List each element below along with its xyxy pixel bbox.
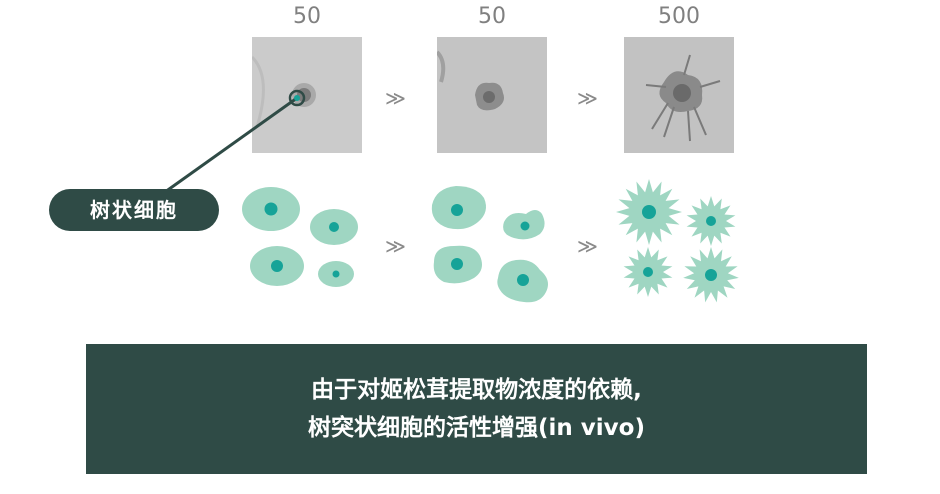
caption-line-2: 树突状细胞的活性增强(in vivo): [308, 415, 645, 441]
cell-nucleus: [271, 260, 283, 272]
arrow-icon: ≫: [385, 234, 406, 258]
cell-nucleus: [264, 202, 278, 216]
dendritic-cell-label: 树状细胞: [49, 189, 219, 231]
cell-nucleus: [451, 258, 463, 270]
cell-nucleus: [520, 221, 530, 231]
arrow-icon: ≫: [577, 234, 598, 258]
cell-nucleus: [705, 269, 717, 281]
cell-nucleus: [332, 270, 340, 278]
cell-nucleus: [643, 267, 653, 277]
concentration-label-1: 50: [293, 4, 321, 29]
cell-nucleus: [517, 274, 529, 286]
arrow-icon: ≫: [577, 86, 598, 110]
caption-box: 由于对姬松茸提取物浓度的依赖, 树突状细胞的活性增强(in vivo): [86, 344, 867, 474]
cell-nucleus: [706, 216, 716, 226]
cell-group-dendritic: [616, 179, 739, 303]
cell-nucleus: [642, 205, 656, 219]
micrograph-2: [437, 37, 547, 153]
micrograph-3: [624, 37, 734, 153]
concentration-label-2: 50: [478, 4, 506, 29]
cell-group-irregular: [431, 186, 548, 303]
cell-nucleus: [329, 222, 339, 232]
cell-group-resting: [242, 187, 358, 287]
cell-nucleus: [451, 204, 463, 216]
arrow-icon: ≫: [385, 86, 406, 110]
caption-line-1: 由于对姬松茸提取物浓度的依赖,: [311, 377, 642, 403]
concentration-label-3: 500: [658, 4, 700, 29]
